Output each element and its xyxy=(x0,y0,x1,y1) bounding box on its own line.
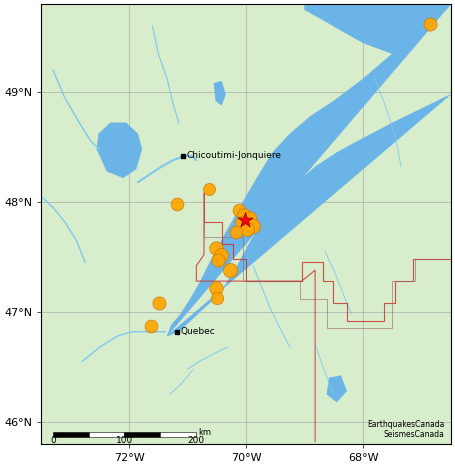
Point xyxy=(217,251,225,259)
Bar xyxy=(124,432,160,437)
Point xyxy=(235,206,243,213)
Text: 0: 0 xyxy=(50,436,56,445)
Point xyxy=(206,185,213,192)
Point xyxy=(232,228,239,235)
Polygon shape xyxy=(214,81,226,105)
Text: EarthquakesCanada
SeismesCanada: EarthquakesCanada SeismesCanada xyxy=(367,420,445,439)
Point xyxy=(241,212,248,219)
Point xyxy=(427,20,434,28)
Point xyxy=(249,222,257,230)
Point xyxy=(214,256,222,264)
Text: 200: 200 xyxy=(187,436,204,445)
Polygon shape xyxy=(167,4,451,336)
Point xyxy=(226,266,233,274)
Text: Chicoutimi-Jonquiere: Chicoutimi-Jonquiere xyxy=(187,151,282,160)
Polygon shape xyxy=(304,0,451,54)
Point xyxy=(156,299,163,307)
Point xyxy=(147,323,154,330)
Point xyxy=(241,216,248,223)
Polygon shape xyxy=(97,123,142,178)
Point xyxy=(212,284,219,291)
Bar xyxy=(53,432,89,437)
Text: Quebec: Quebec xyxy=(181,327,215,336)
Point xyxy=(238,218,245,226)
Point xyxy=(243,226,251,233)
Bar xyxy=(160,432,196,437)
Point xyxy=(213,294,221,301)
Text: 100: 100 xyxy=(116,436,133,445)
Polygon shape xyxy=(334,0,451,54)
Point xyxy=(212,244,219,252)
Polygon shape xyxy=(327,375,347,402)
Point xyxy=(247,215,254,222)
Point xyxy=(173,200,181,208)
Text: km: km xyxy=(199,428,212,438)
Bar xyxy=(89,432,124,437)
